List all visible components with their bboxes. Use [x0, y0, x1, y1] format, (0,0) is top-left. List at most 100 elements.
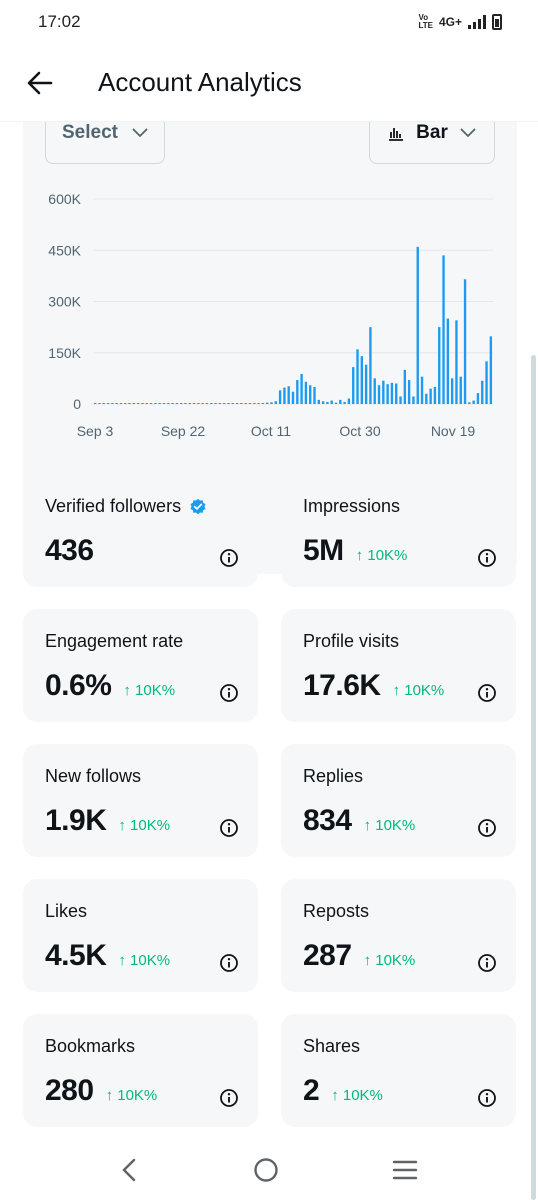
chart-bar[interactable] [309, 385, 312, 404]
stat-card-impressions[interactable]: Impressions 5M ↑ 10K% [281, 474, 516, 587]
scrollbar[interactable] [531, 355, 536, 1200]
chart-bar[interactable] [321, 401, 325, 404]
chart-bar[interactable] [257, 402, 260, 404]
chart-bar[interactable] [136, 403, 140, 404]
chart-bar[interactable] [98, 403, 101, 404]
chart-bar[interactable] [313, 386, 316, 404]
chart-bar[interactable] [369, 327, 372, 405]
chart-bar[interactable] [317, 399, 320, 404]
info-icon[interactable] [219, 683, 239, 703]
chart-bar[interactable] [429, 388, 432, 405]
info-icon[interactable] [477, 818, 497, 838]
stat-card-profile-visits[interactable]: Profile visits 17.6K ↑ 10K% [281, 609, 516, 722]
info-icon[interactable] [219, 548, 239, 568]
chart-bar[interactable] [167, 403, 170, 404]
chart-bar[interactable] [253, 403, 256, 404]
info-icon[interactable] [219, 818, 239, 838]
chart-bar[interactable] [149, 403, 153, 404]
chart-bar[interactable] [240, 403, 243, 404]
chart-bar[interactable] [119, 403, 123, 404]
chart-bar[interactable] [278, 390, 282, 404]
chart-bar[interactable] [386, 384, 389, 404]
stat-card-bookmarks[interactable]: Bookmarks 280 ↑ 10K% [23, 1014, 258, 1127]
chart-bar[interactable] [343, 401, 346, 404]
stat-card-reposts[interactable]: Reposts 287 ↑ 10K% [281, 879, 516, 992]
info-icon[interactable] [219, 953, 239, 973]
chart-bar[interactable] [115, 403, 118, 404]
chart-bar[interactable] [420, 376, 424, 404]
chart-bar[interactable] [188, 403, 191, 404]
stat-card-shares[interactable]: Shares 2 ↑ 10K% [281, 1014, 516, 1127]
chart-bar[interactable] [416, 246, 419, 404]
nav-home-icon[interactable] [253, 1157, 279, 1183]
chart-bar[interactable] [261, 402, 265, 404]
chart-bar[interactable] [291, 391, 295, 404]
chart-bar[interactable] [141, 403, 144, 404]
chart-bar[interactable] [455, 320, 458, 404]
nav-menu-icon[interactable] [392, 1159, 418, 1181]
chart-bar[interactable] [158, 403, 161, 404]
chart-bar[interactable] [425, 393, 428, 404]
chart-bar[interactable] [214, 403, 217, 404]
chart-bar[interactable] [399, 396, 402, 404]
info-icon[interactable] [477, 548, 497, 568]
chart-bar[interactable] [304, 381, 308, 404]
chart-bar[interactable] [476, 393, 480, 404]
chart-bar[interactable] [352, 367, 355, 404]
chart-bar[interactable] [489, 336, 493, 404]
chart-bar[interactable] [132, 403, 136, 404]
chart-bar[interactable] [438, 327, 441, 405]
chart-bar[interactable] [184, 403, 187, 404]
stat-card-likes[interactable]: Likes 4.5K ↑ 10K% [23, 879, 258, 992]
chart-bar[interactable] [382, 380, 385, 404]
select-dropdown[interactable]: Select [45, 122, 165, 164]
chart-bar[interactable] [274, 401, 277, 404]
chart-bar[interactable] [433, 386, 437, 404]
chart-bar[interactable] [377, 385, 381, 404]
chart-bar[interactable] [450, 378, 454, 405]
stat-card-engagement-rate[interactable]: Engagement rate 0.6% ↑ 10K% [23, 609, 258, 722]
chart-bar[interactable] [300, 373, 303, 404]
back-button[interactable] [0, 44, 80, 122]
chart-bar[interactable] [334, 402, 338, 404]
stat-card-verified-followers[interactable]: Verified followers 436 [23, 474, 258, 587]
chart-bar[interactable] [93, 403, 97, 404]
chart-bar[interactable] [218, 403, 222, 404]
chart-bar[interactable] [442, 255, 445, 405]
stat-card-new-follows[interactable]: New follows 1.9K ↑ 10K% [23, 744, 258, 857]
chart-bar[interactable] [201, 403, 204, 404]
chart-bar[interactable] [347, 398, 351, 404]
chart-bar[interactable] [162, 403, 166, 404]
chart-bar[interactable] [106, 403, 110, 404]
chart-bar[interactable] [395, 383, 398, 405]
info-icon[interactable] [477, 1088, 497, 1108]
chart-bar[interactable] [468, 402, 471, 404]
info-icon[interactable] [477, 683, 497, 703]
chart-bar[interactable] [407, 380, 411, 404]
chart-bar[interactable] [412, 396, 415, 404]
chart-bar[interactable] [373, 378, 376, 405]
info-icon[interactable] [477, 953, 497, 973]
chart-bar[interactable] [360, 356, 363, 404]
chart-bar[interactable] [463, 279, 467, 404]
chart-bar[interactable] [179, 403, 183, 404]
chart-bar[interactable] [231, 403, 234, 404]
chart-bar[interactable] [244, 403, 247, 404]
chart-bar[interactable] [270, 402, 273, 404]
chart-bar[interactable] [403, 369, 407, 404]
chart-bar[interactable] [223, 403, 226, 404]
chart-bar[interactable] [330, 400, 333, 404]
chart-bar[interactable] [364, 364, 368, 404]
chart-bar[interactable] [485, 361, 488, 404]
chart-bar[interactable] [266, 402, 269, 404]
nav-back-icon[interactable] [120, 1158, 140, 1182]
chart-bar[interactable] [446, 318, 450, 404]
chart-bar[interactable] [145, 403, 148, 404]
chart-bar[interactable] [481, 380, 484, 404]
chart-bar[interactable] [326, 401, 329, 404]
chart-bar[interactable] [227, 403, 230, 404]
chart-bar[interactable] [128, 403, 131, 404]
chart-bar[interactable] [296, 380, 299, 404]
chart-bar[interactable] [205, 403, 209, 404]
chart-bar[interactable] [459, 376, 462, 404]
